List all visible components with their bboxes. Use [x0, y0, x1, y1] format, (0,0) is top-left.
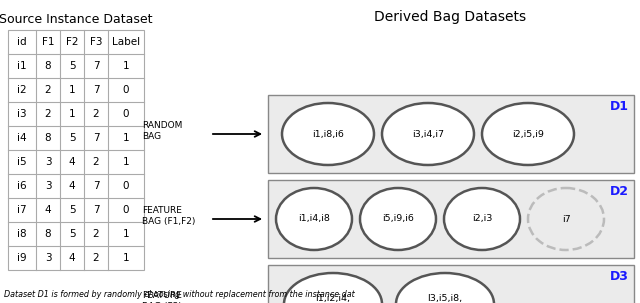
- Text: 1: 1: [123, 157, 129, 167]
- Text: 4: 4: [45, 205, 51, 215]
- Text: 2: 2: [45, 85, 51, 95]
- Bar: [268, 95, 634, 173]
- Text: Dataset D1 is formed by randomly choosing without replacement from the instance : Dataset D1 is formed by randomly choosin…: [4, 290, 355, 299]
- Text: i1,i8,i6: i1,i8,i6: [312, 129, 344, 138]
- Text: 3: 3: [45, 253, 51, 263]
- Text: i5: i5: [17, 157, 27, 167]
- Text: 1: 1: [123, 61, 129, 71]
- Text: i3: i3: [17, 109, 27, 119]
- Text: i7: i7: [562, 215, 570, 224]
- Text: 7: 7: [93, 181, 99, 191]
- Text: 8: 8: [45, 229, 51, 239]
- Text: i2,i3: i2,i3: [472, 215, 492, 224]
- Text: 5: 5: [68, 229, 76, 239]
- Text: 2: 2: [93, 109, 99, 119]
- Text: FEATURE
BAG (F3): FEATURE BAG (F3): [142, 291, 182, 303]
- Text: 1: 1: [123, 133, 129, 143]
- Text: i1,i4,i8: i1,i4,i8: [298, 215, 330, 224]
- Ellipse shape: [276, 188, 352, 250]
- Text: 0: 0: [123, 85, 129, 95]
- Ellipse shape: [528, 188, 604, 250]
- Text: 2: 2: [45, 109, 51, 119]
- Text: 2: 2: [93, 229, 99, 239]
- Text: 3: 3: [45, 157, 51, 167]
- Text: Label: Label: [112, 37, 140, 47]
- Text: D2: D2: [610, 185, 629, 198]
- Text: 5: 5: [68, 205, 76, 215]
- Bar: [268, 180, 634, 258]
- Text: 1: 1: [68, 109, 76, 119]
- Text: 7: 7: [93, 85, 99, 95]
- Text: i3,i4,i7: i3,i4,i7: [412, 129, 444, 138]
- Text: i8: i8: [17, 229, 27, 239]
- Ellipse shape: [396, 273, 494, 303]
- Text: 7: 7: [93, 133, 99, 143]
- Text: 7: 7: [93, 61, 99, 71]
- Text: i5,i9,i6: i5,i9,i6: [382, 215, 414, 224]
- Text: 2: 2: [93, 253, 99, 263]
- Text: 5: 5: [68, 133, 76, 143]
- Text: 0: 0: [123, 181, 129, 191]
- Text: 1: 1: [123, 253, 129, 263]
- Text: FEATURE
BAG (F1,F2): FEATURE BAG (F1,F2): [142, 206, 195, 226]
- Text: i1: i1: [17, 61, 27, 71]
- Ellipse shape: [482, 103, 574, 165]
- Text: 4: 4: [68, 253, 76, 263]
- Ellipse shape: [382, 103, 474, 165]
- Ellipse shape: [284, 273, 382, 303]
- Text: F1: F1: [42, 37, 54, 47]
- Text: Derived Bag Datasets: Derived Bag Datasets: [374, 10, 526, 24]
- Text: 0: 0: [123, 205, 129, 215]
- Text: i6: i6: [17, 181, 27, 191]
- Text: id: id: [17, 37, 27, 47]
- Text: I3,i5,i8,
i9: I3,i5,i8, i9: [428, 294, 463, 303]
- Text: 2: 2: [93, 157, 99, 167]
- Text: RANDOM
BAG: RANDOM BAG: [142, 121, 182, 141]
- Text: i4: i4: [17, 133, 27, 143]
- Text: 8: 8: [45, 133, 51, 143]
- Text: 0: 0: [123, 109, 129, 119]
- Text: F3: F3: [90, 37, 102, 47]
- Text: F2: F2: [66, 37, 78, 47]
- Text: D1: D1: [610, 100, 629, 113]
- Ellipse shape: [360, 188, 436, 250]
- Text: 4: 4: [68, 157, 76, 167]
- Text: Source Instance Dataset: Source Instance Dataset: [0, 13, 153, 26]
- Ellipse shape: [282, 103, 374, 165]
- Text: 3: 3: [45, 181, 51, 191]
- Ellipse shape: [444, 188, 520, 250]
- Text: 4: 4: [68, 181, 76, 191]
- Text: i9: i9: [17, 253, 27, 263]
- Text: i2,i5,i9: i2,i5,i9: [512, 129, 544, 138]
- Bar: [8, 30, 144, 270]
- Bar: [268, 265, 634, 303]
- Text: i2: i2: [17, 85, 27, 95]
- Text: 8: 8: [45, 61, 51, 71]
- Text: 1: 1: [123, 229, 129, 239]
- Text: 7: 7: [93, 205, 99, 215]
- Text: 1: 1: [68, 85, 76, 95]
- Text: i7: i7: [17, 205, 27, 215]
- Text: 5: 5: [68, 61, 76, 71]
- Text: I1,i2,i4,
i6,i7: I1,i2,i4, i6,i7: [316, 294, 351, 303]
- Text: D3: D3: [610, 270, 629, 283]
